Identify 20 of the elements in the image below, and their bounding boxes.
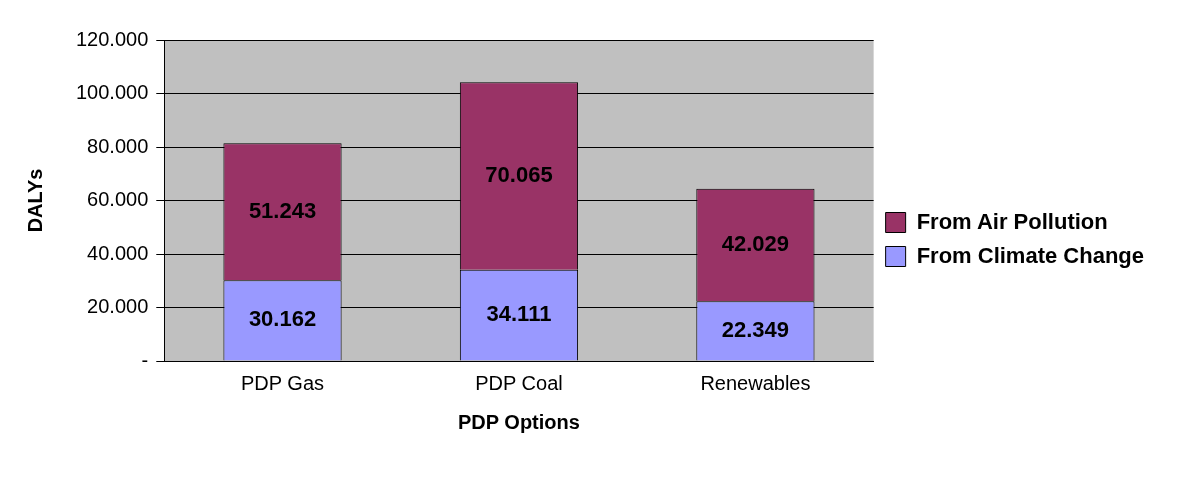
legend-label: From Air Pollution: [916, 208, 1108, 234]
y-tick-label: 80.000: [87, 134, 149, 157]
y-tick-label: 100.000: [76, 81, 149, 104]
y-tick-label: 20.000: [87, 295, 149, 318]
data-label: 30.162: [248, 306, 317, 332]
data-label: 51.243: [248, 197, 317, 223]
x-tick-label: Renewables: [700, 371, 811, 394]
x-tick-label: PDP Coal: [475, 371, 563, 394]
y-tick-label: -: [141, 348, 149, 371]
data-label: 34.111: [486, 301, 552, 327]
data-label: 42.029: [721, 231, 790, 257]
legend-label: From Climate Change: [916, 242, 1145, 268]
y-axis-title: DALYs: [23, 168, 46, 233]
y-tick-label: 40.000: [87, 241, 149, 264]
x-tick-label: PDP Gas: [241, 371, 325, 394]
x-axis-title: PDP Options: [458, 410, 580, 433]
y-tick-label: 120.000: [76, 27, 149, 50]
data-label: 22.349: [721, 316, 790, 342]
y-tick-label: 60.000: [87, 188, 149, 211]
data-label: 70.065: [485, 162, 553, 188]
